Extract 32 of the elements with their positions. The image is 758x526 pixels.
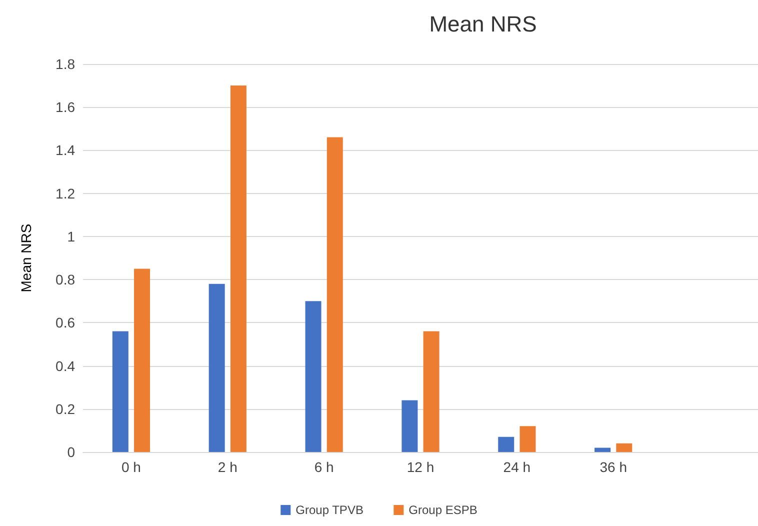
bar [208,284,225,452]
x-tick-label: 36 h [600,459,627,475]
y-tick-label: 0.4 [56,358,76,374]
legend-label: Group ESPB [408,503,478,517]
x-tick-label: 6 h [314,459,334,475]
y-tick-label: 1 [67,228,76,244]
y-tick-label: 0.8 [56,272,76,288]
y-tick-label: 0.6 [56,314,76,331]
y-tick-label: 1.4 [56,142,76,158]
bar [305,301,322,452]
bar [594,448,611,452]
bar [520,426,536,452]
y-axis-title: Mean NRS [18,224,34,292]
y-tick-label: 0 [67,444,76,460]
y-tick-label: 0.2 [56,400,76,417]
bar [616,443,632,452]
x-tick-label: 2 h [218,459,238,475]
y-tick-label: 1.2 [56,185,76,202]
y-tick-label: 1.6 [56,99,76,116]
x-tick-label: 24 h [503,459,531,475]
bar [402,400,418,452]
y-tick-label: 1.8 [56,56,76,72]
bar [326,137,343,452]
bar [423,331,440,452]
chart-title: Mean NRS [429,12,537,36]
bar [498,436,514,452]
bar [134,268,150,452]
bar [112,331,128,452]
legend-label: Group TPVB [296,503,364,517]
x-tick-label: 12 h [406,459,434,475]
bar [230,86,246,452]
x-tick-label: 0 h [121,459,141,475]
